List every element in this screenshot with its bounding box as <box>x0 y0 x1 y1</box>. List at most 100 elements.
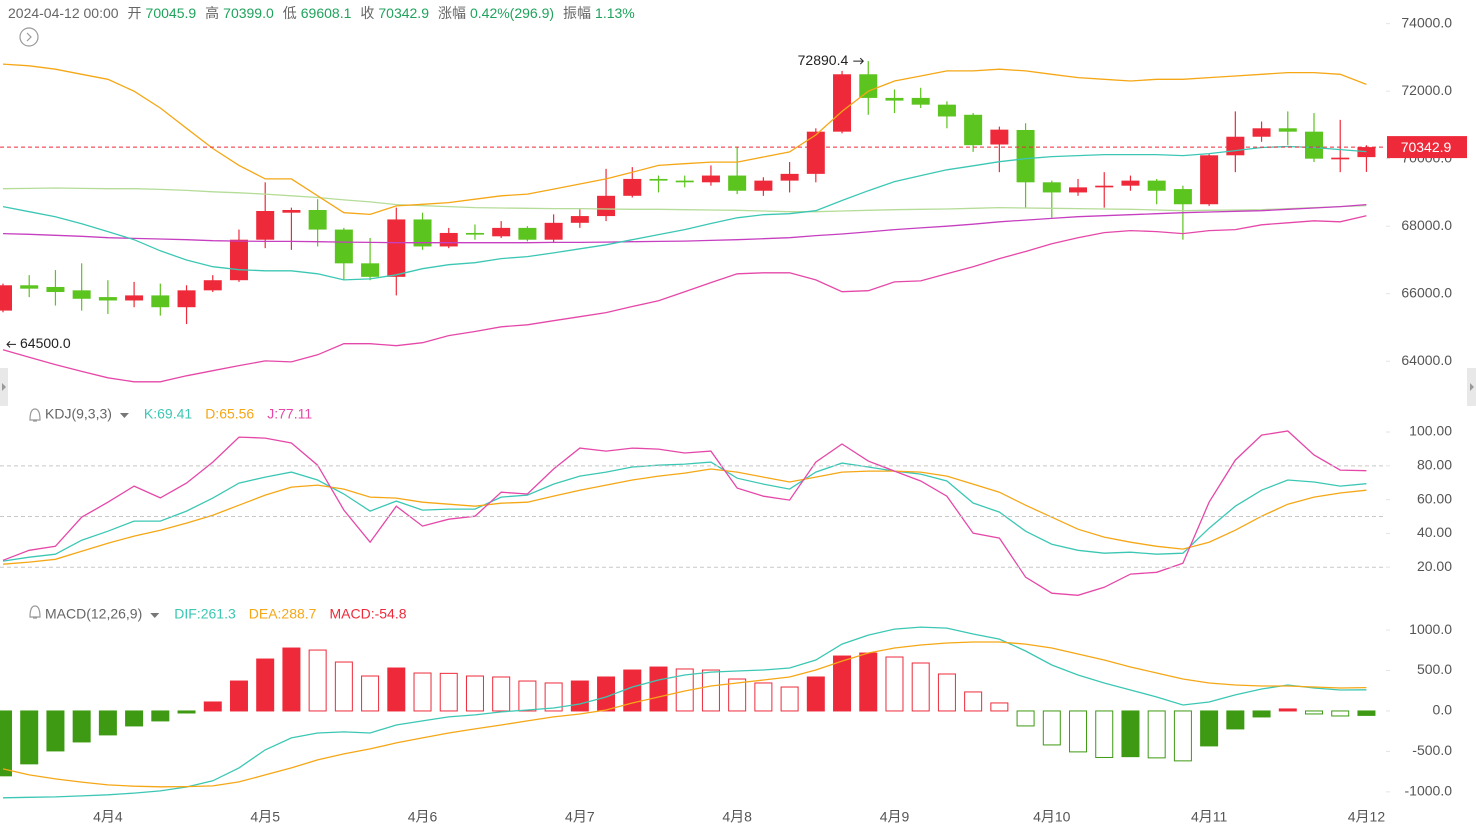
macd-bar <box>46 710 65 752</box>
macd-bar <box>492 676 511 712</box>
y-tick-label: 20.00 <box>1417 558 1452 574</box>
candle-body <box>806 131 825 174</box>
candle-body <box>361 263 380 277</box>
macd-bar <box>334 661 353 712</box>
candle-body <box>439 232 458 247</box>
y-tick-label: 68000.0 <box>1401 217 1452 233</box>
macd-bar <box>465 675 484 712</box>
kdj-bell[interactable] <box>29 408 41 422</box>
header-label: 低 <box>282 5 297 21</box>
macd-bar <box>1016 710 1035 727</box>
candle-body <box>859 74 878 98</box>
candle-body <box>20 285 39 289</box>
line-series <box>2 215 1367 383</box>
line-series <box>2 641 1367 788</box>
macd-bar <box>1042 710 1061 746</box>
candle-body <box>334 229 353 264</box>
macd-bar <box>859 652 878 712</box>
line-series <box>2 430 1367 596</box>
y-tick-label: 1000.0 <box>1409 621 1452 637</box>
macd-bar <box>885 656 904 712</box>
macd-bar <box>544 682 563 712</box>
candle-body <box>701 175 720 183</box>
header: 2024-04-12 00:00 开 70045.9 高 70399.0 低 69608.1… <box>8 3 644 23</box>
candle-body <box>256 211 275 240</box>
macd-bar <box>1226 710 1245 730</box>
macd-bar <box>649 666 668 712</box>
macd-bar <box>1069 710 1088 753</box>
macd-bar <box>937 673 956 712</box>
macd-bar <box>1095 710 1114 758</box>
line-series <box>2 203 1367 244</box>
right-handle[interactable] <box>1467 368 1476 406</box>
macd-bar <box>1331 710 1350 717</box>
macd-bar <box>1357 710 1376 716</box>
macd-bar <box>229 680 248 712</box>
candle-body <box>1042 182 1061 193</box>
macd-bar <box>990 702 1009 712</box>
y-tick-label: -500.0 <box>1412 742 1452 758</box>
header-value: 0.42%(296.9) <box>469 5 555 21</box>
y-tick-label: 80.00 <box>1417 457 1452 473</box>
x-tick-label: 4月4 <box>93 809 123 825</box>
indicator-title: KDJ(9,3,3) <box>45 406 112 422</box>
candle-body <box>465 232 484 235</box>
candle-body <box>754 180 773 191</box>
macd-bar <box>361 675 380 712</box>
left-handle[interactable] <box>0 368 8 406</box>
y-tick-label: 40.00 <box>1417 524 1452 540</box>
candle-body <box>623 178 642 196</box>
x-tick-label: 4月12 <box>1348 809 1386 825</box>
candle-body <box>518 227 537 240</box>
macd-bar <box>911 662 930 712</box>
macd-bar <box>1173 710 1192 762</box>
candle-body <box>492 227 511 237</box>
reset-icon[interactable] <box>19 27 39 47</box>
y-tick-label: 0.0 <box>1433 702 1453 718</box>
line-series <box>2 63 1367 216</box>
candle-body <box>1147 180 1166 191</box>
macd-bell[interactable] <box>29 605 41 619</box>
candle-body <box>937 104 956 117</box>
x-tick-label: 4月5 <box>250 809 280 825</box>
legend-entry: K:69.41 <box>144 406 192 422</box>
candle-body <box>1069 187 1088 193</box>
candle-body <box>649 178 668 181</box>
indicator-dropdown[interactable] <box>150 613 160 618</box>
candle-body <box>675 180 694 183</box>
header-value: 70045.9 <box>145 5 197 21</box>
candle-body <box>387 219 406 277</box>
header-value: 70399.0 <box>223 5 274 21</box>
macd-bar <box>20 710 39 765</box>
candle-body <box>72 290 91 299</box>
candle-body <box>964 114 983 146</box>
legend-entry: DIF:261.3 <box>174 606 236 622</box>
indicator-dropdown[interactable] <box>119 413 129 418</box>
macd-bar <box>518 680 537 712</box>
macd-bar <box>439 672 458 712</box>
candle-body <box>203 280 222 291</box>
candle-body <box>46 286 65 293</box>
y-tick-label: 74000.0 <box>1401 14 1452 30</box>
y-tick-label: 66000.0 <box>1401 284 1452 300</box>
macd-bar <box>1252 710 1271 718</box>
candle-body <box>1173 189 1192 205</box>
macd-bar <box>282 647 301 712</box>
macd-bar <box>125 710 144 727</box>
x-tick-label: 4月8 <box>722 809 752 825</box>
annotation-label: 64500.0 <box>20 335 71 351</box>
candle-body <box>151 295 170 308</box>
macd-bar <box>833 655 852 712</box>
legend-entry: DEA:288.7 <box>249 606 317 622</box>
y-tick-label: 500.0 <box>1417 661 1452 677</box>
line-series <box>2 461 1367 562</box>
candle-body <box>1121 180 1140 186</box>
macd-bar <box>203 701 222 712</box>
candle-body <box>885 97 904 101</box>
macd-bar <box>1147 710 1166 759</box>
candle-body <box>1252 128 1271 137</box>
macd-bar <box>780 686 799 712</box>
header-label: 振幅 <box>563 5 592 21</box>
candle-body <box>1278 128 1297 132</box>
candle-body <box>1016 129 1035 183</box>
